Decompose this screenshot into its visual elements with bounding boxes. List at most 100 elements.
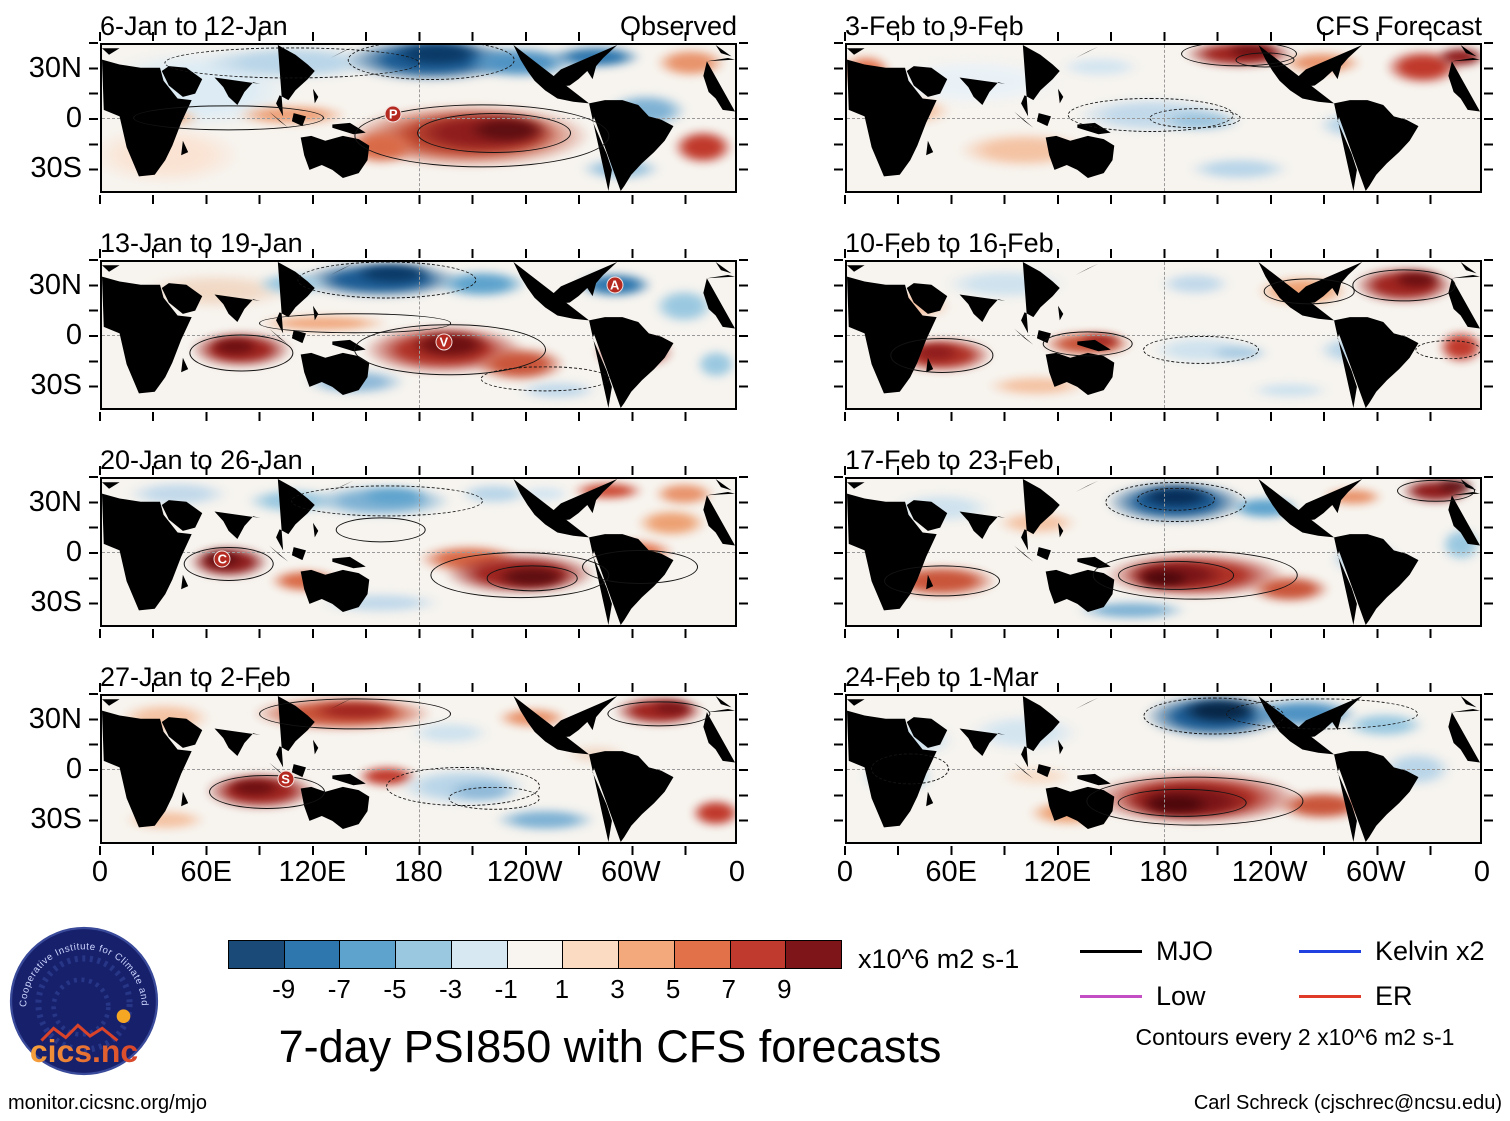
dateline-gridline: [1163, 262, 1165, 408]
contour-ring: [417, 112, 572, 153]
legend-label: ER: [1375, 981, 1413, 1011]
lat-label-30s: 30S: [30, 368, 82, 401]
lat-label-eq: 0: [65, 536, 82, 568]
x-axis-right: 0 60E 120E 180 120W 60W 0: [837, 852, 1490, 888]
contour-ring: [1118, 788, 1247, 817]
lat-label-eq: 0: [65, 102, 82, 134]
lon-label: 0: [1473, 856, 1491, 888]
anomaly-blob: [1176, 154, 1303, 184]
legend-label: Low: [1156, 981, 1206, 1011]
lon-label: 180: [394, 856, 443, 888]
anomaly-blob: [1150, 269, 1240, 299]
colorbar-cell: [396, 941, 452, 968]
y-ticks-right: [739, 259, 748, 411]
y-ticks-left: [89, 476, 98, 628]
x-axis-left: 0 60E 120E 180 120W 60W 0: [92, 852, 745, 888]
colorbar-tick: -7: [327, 974, 351, 1004]
colorbar-tick: 5: [665, 974, 681, 1004]
y-ticks-right: [739, 693, 748, 845]
wave-marker-P: P: [384, 105, 402, 123]
anomaly-blob: [690, 345, 735, 383]
wave-markers: C: [102, 479, 735, 625]
wave-markers: P: [102, 45, 735, 191]
x-ticks-top: [844, 683, 1483, 692]
contour-ring: [890, 338, 994, 373]
map-panel: 10-Feb to 16-Feb: [834, 223, 1493, 421]
y-ticks-left: [89, 259, 98, 411]
lon-label: 120W: [486, 856, 563, 888]
colorbar-tick: -3: [438, 974, 463, 1004]
contour-ring: [1263, 278, 1355, 304]
colorbar-cell: [786, 941, 842, 968]
lon-label: 0: [728, 856, 746, 888]
wave-markers: [847, 696, 1480, 842]
wave-markers: [847, 262, 1480, 408]
map-panel: 6-Jan to 12-Jan Observed P 30N 0 30: [29, 6, 748, 204]
x-ticks-bottom: [99, 846, 738, 855]
dateline-gridline: [418, 479, 420, 625]
map-canvas: S: [100, 694, 737, 844]
logo-wordmark: cics.nc: [30, 1033, 138, 1069]
chart-title: 7-day PSI850 with CFS forecasts: [278, 1021, 942, 1072]
contour-ring: [883, 565, 1000, 597]
lon-label: 0: [836, 856, 854, 888]
legend-item-mjo: MJO: [1080, 938, 1291, 965]
colorbar-cell: [451, 941, 508, 968]
map-canvas: [845, 43, 1482, 193]
x-ticks-bottom: [844, 412, 1483, 421]
map-panel: 24-Feb to 1-Mar: [834, 657, 1493, 855]
y-ticks-right: [739, 476, 748, 628]
colorbar-cell: [563, 941, 620, 968]
anomaly-blob: [1049, 53, 1151, 81]
contour-lines: [102, 262, 735, 408]
lon-label: 60E: [180, 856, 232, 888]
lat-label-eq: 0: [65, 319, 82, 351]
contour-lines: [102, 45, 735, 191]
contour-ring: [1143, 335, 1260, 364]
y-ticks-right: [1484, 476, 1493, 628]
map-canvas: [845, 260, 1482, 410]
colorbar-tick: -5: [383, 974, 407, 1004]
anomaly-blob: [992, 764, 1082, 788]
lon-label: 120W: [1231, 856, 1308, 888]
contour-ring: [1118, 561, 1235, 590]
y-ticks-left: [89, 42, 98, 194]
colorbar-cell: [340, 941, 397, 968]
contour-lines: [847, 45, 1480, 191]
lat-label-eq: 0: [65, 753, 82, 785]
contour-ring: [1225, 697, 1418, 730]
contour-lines: [102, 479, 735, 625]
footer-url: monitor.cicsnc.org/mjo: [8, 1092, 207, 1114]
map-panel: 27-Jan to 2-Feb S 30N 0 30S: [29, 657, 748, 855]
colorbar-units: x10^6 m2 s-1: [858, 944, 1020, 974]
x-ticks-bottom: [99, 412, 738, 421]
legend-item-er: ER: [1299, 983, 1510, 1010]
colorbar-tick: 3: [610, 974, 625, 1004]
wave-markers: [847, 479, 1480, 625]
x-ticks-bottom: [99, 629, 738, 638]
er-line-swatch: [1299, 995, 1361, 998]
lon-label: 60W: [1346, 856, 1406, 888]
contour-ring: [1137, 488, 1216, 511]
colorbar-tick: 7: [721, 974, 736, 1004]
contour-ring: [189, 334, 293, 372]
x-ticks-top: [99, 466, 738, 475]
lon-label: 120E: [1023, 856, 1092, 888]
anomaly-blob: [1429, 45, 1480, 70]
contour-ring: [259, 697, 452, 730]
lat-label-30s: 30S: [30, 802, 82, 835]
wave-marker-A: A: [606, 276, 624, 294]
legend-label: MJO: [1156, 936, 1213, 966]
contour-ring: [607, 700, 711, 727]
wave-marker-C: C: [213, 550, 231, 568]
lat-label-30n: 30N: [28, 486, 82, 518]
lon-label: 120E: [278, 856, 347, 888]
contour-ring: [208, 775, 325, 810]
x-ticks-top: [99, 683, 738, 692]
contour-ring: [183, 546, 274, 581]
contour-ring: [1352, 269, 1456, 301]
lon-label: 60E: [925, 856, 977, 888]
contour-ring: [297, 262, 477, 299]
lon-label: 180: [1139, 856, 1188, 888]
